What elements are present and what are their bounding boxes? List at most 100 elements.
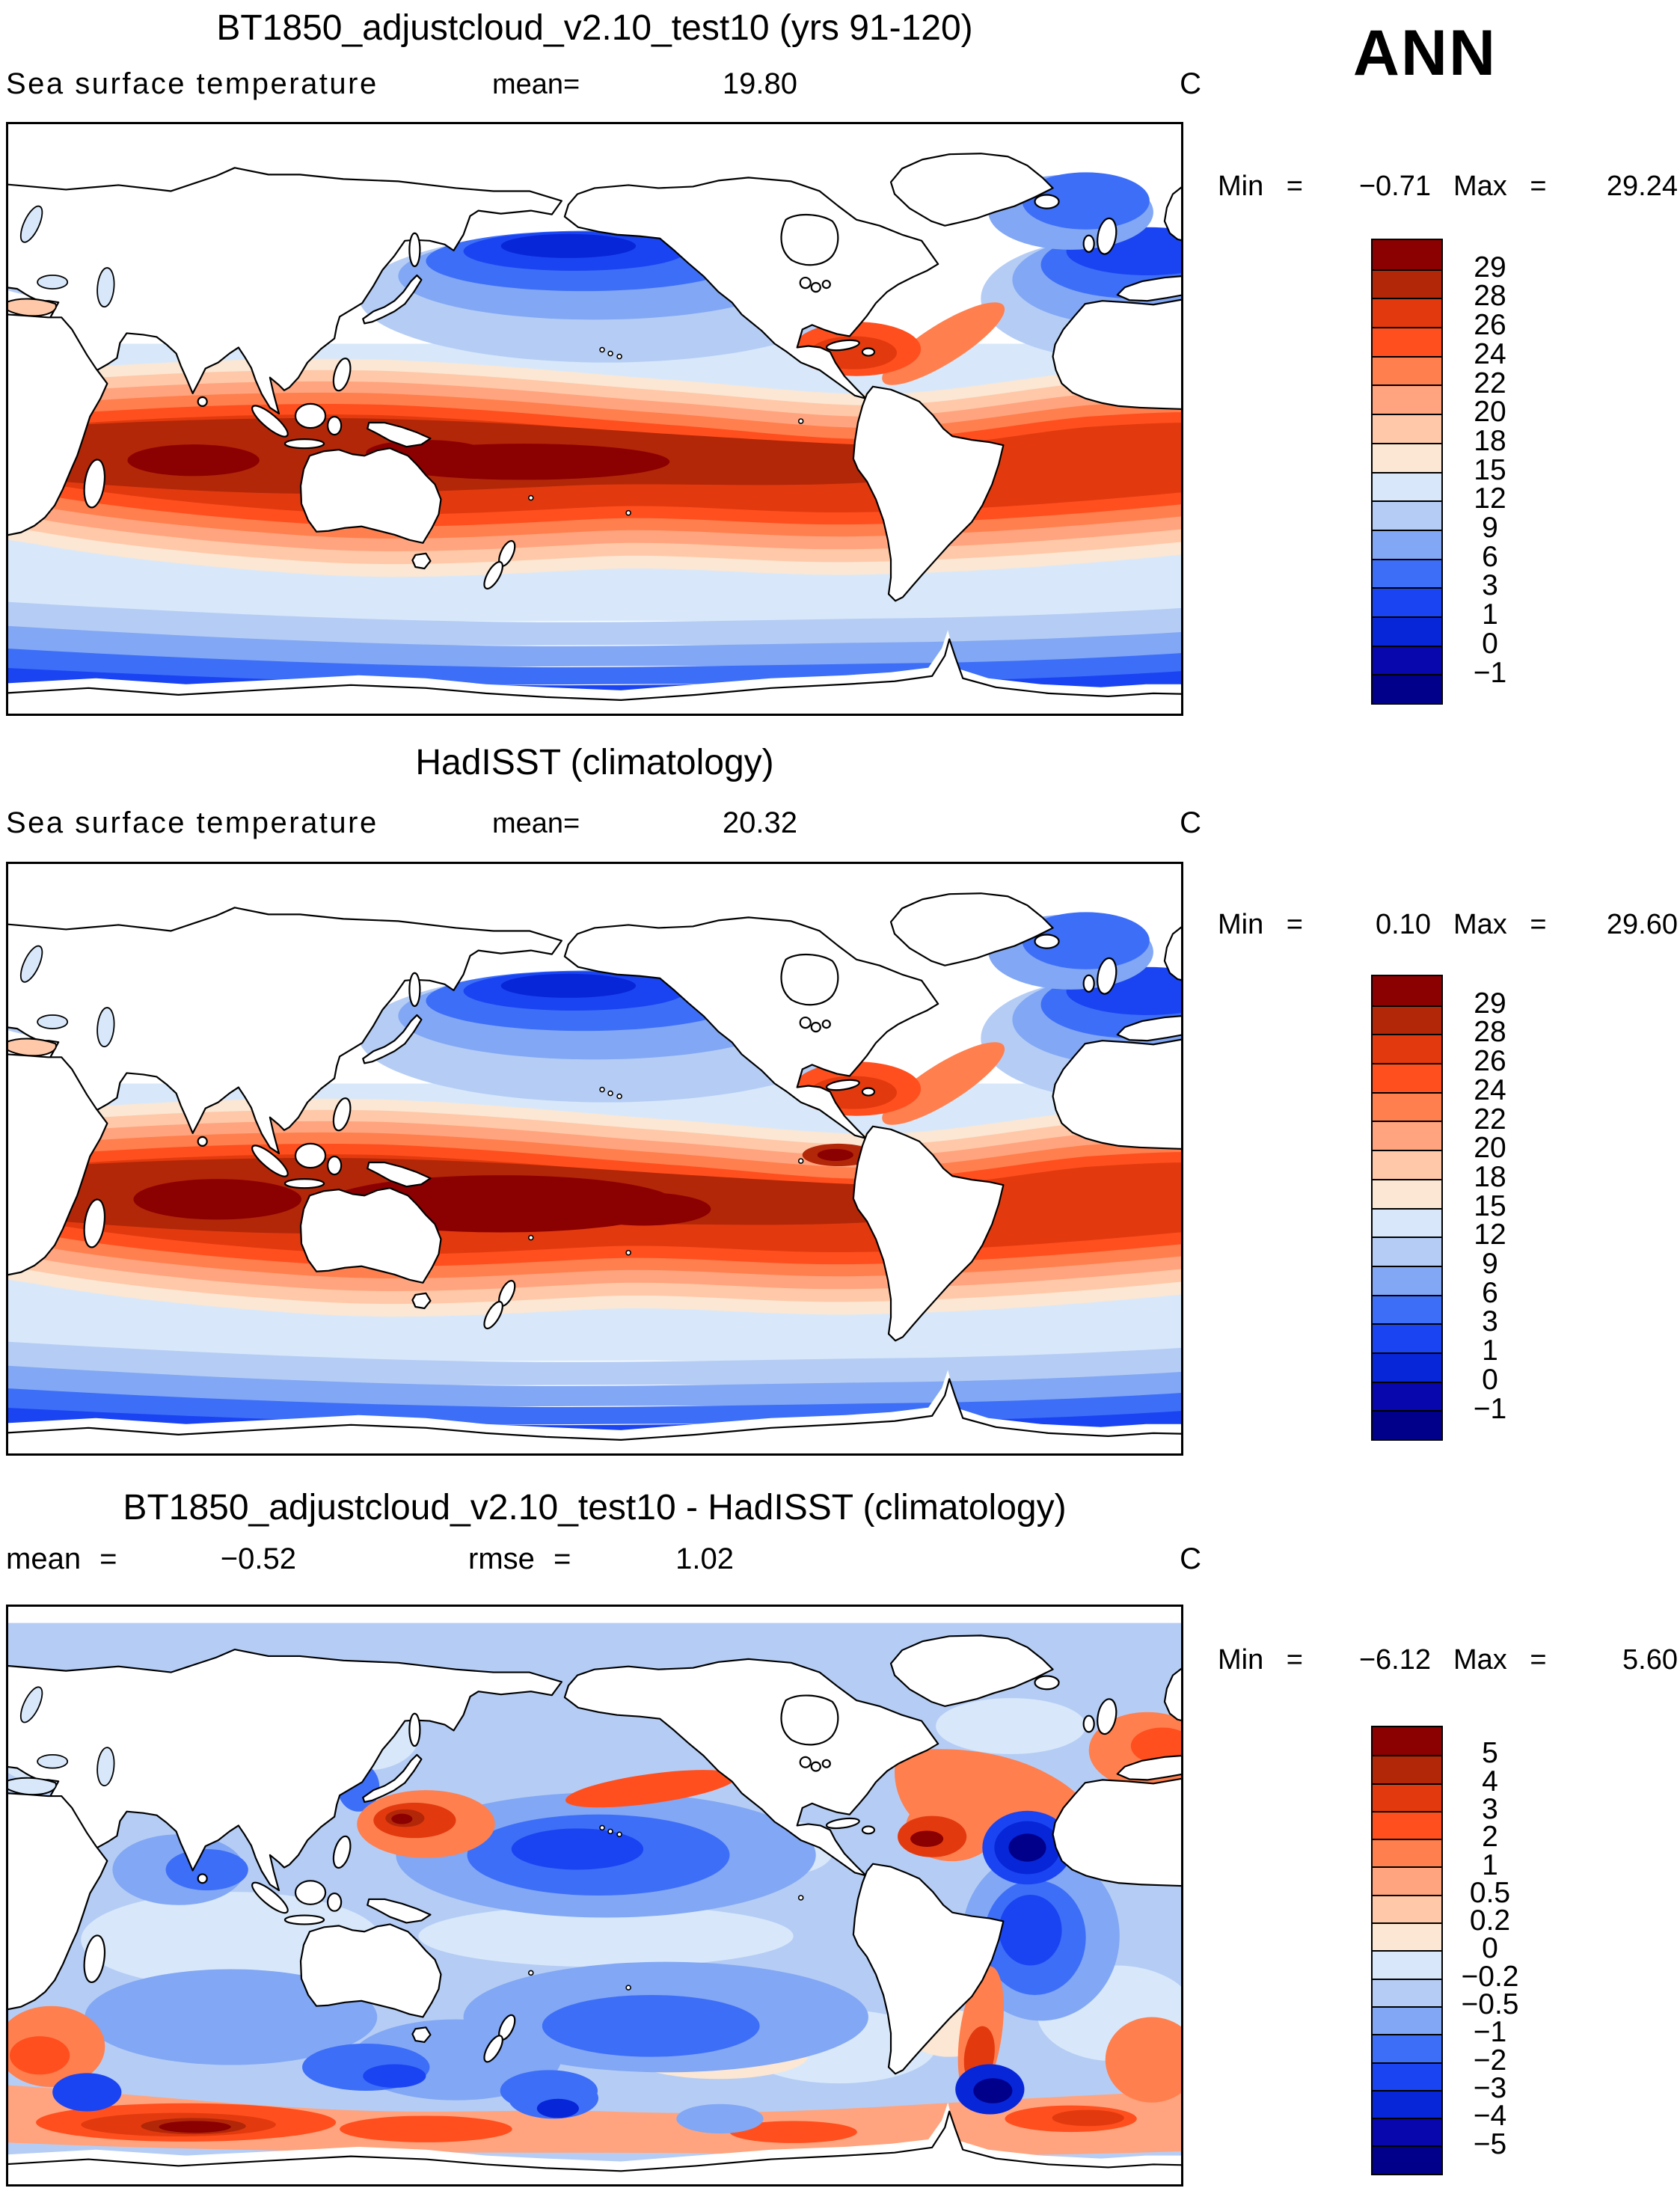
colorbar-cell [1373, 529, 1441, 559]
colorbar-cell [1373, 1265, 1441, 1295]
colorbar-tick-label: 12 [1474, 482, 1506, 515]
colorbar-cell [1373, 2034, 1441, 2062]
sst-model-map [6, 122, 1183, 716]
colorbar-tick-label: 18 [1474, 424, 1506, 457]
panel1-min-label: Min = [1218, 171, 1303, 202]
colorbar-tick-label: 3 [1482, 1305, 1498, 1338]
colorbar-cell [1373, 1005, 1441, 1035]
colorbar-cell [1373, 1978, 1441, 2006]
colorbar-cell [1373, 976, 1441, 1005]
colorbar-cell [1373, 1410, 1441, 1439]
panel2-colorbar-labels: 29 28 26 24 22 20 18 15 12 9 6 3 1 0 −1 [1434, 975, 1546, 1438]
panel3-colorbar [1371, 1726, 1443, 2175]
colorbar-cell [1373, 500, 1441, 530]
panel1-minmax: Min = −0.71 Max = 29.24 [1218, 171, 1680, 205]
colorbar-tick-label: 26 [1474, 1045, 1506, 1078]
hadisst-map [6, 862, 1183, 1456]
colorbar-cell [1373, 327, 1441, 356]
panel1-map [6, 122, 1183, 716]
panel3-mean-label: mean = [6, 1542, 117, 1575]
panel2-mean-label: mean= [492, 808, 580, 839]
colorbar-cell [1373, 645, 1441, 675]
panel1-colorbar [1371, 239, 1443, 705]
colorbar-tick-label: −1 [1473, 656, 1507, 689]
colorbar-cell [1373, 1783, 1441, 1811]
colorbar-cell [1373, 269, 1441, 298]
panel1-colorbar-labels: 29 28 26 24 22 20 18 15 12 9 6 3 1 0 −1 [1434, 239, 1546, 702]
colorbar-tick-label: 20 [1474, 1132, 1506, 1165]
colorbar-tick-label: −5 [1473, 2127, 1507, 2160]
colorbar-tick-label: 28 [1474, 1016, 1506, 1049]
panel2-mean-value: 20.32 [722, 806, 797, 839]
panel2-title: HadISST (climatology) [415, 743, 774, 782]
colorbar-cell [1373, 2118, 1441, 2146]
panel1-field-label: Sea surface temperature [6, 67, 378, 100]
colorbar-cell [1373, 2089, 1441, 2118]
panel2-field-label: Sea surface temperature [6, 806, 378, 839]
colorbar-cell [1373, 1294, 1441, 1324]
colorbar-cell [1373, 1150, 1441, 1179]
colorbar-cell [1373, 558, 1441, 588]
colorbar-cell [1373, 1755, 1441, 1783]
panel3-mean-value: −0.52 [220, 1542, 296, 1575]
colorbar-tick-label: −3 [1473, 2071, 1507, 2104]
colorbar-cell [1373, 1323, 1441, 1352]
panel3-unit-label: C [1180, 1542, 1201, 1575]
panel1-mean-value: 19.80 [722, 67, 797, 100]
colorbar-cell [1373, 1381, 1441, 1411]
colorbar-tick-label: 28 [1474, 280, 1506, 313]
colorbar-tick-label: 29 [1474, 987, 1506, 1020]
colorbar-tick-label: 0.5 [1469, 1876, 1511, 1909]
panel2-colorbar [1371, 975, 1443, 1441]
colorbar-cell [1373, 1950, 1441, 1979]
panel1-title: BT1850_adjustcloud_v2.10_test10 (yrs 91-… [216, 8, 973, 48]
panel3-colorbar-labels: 5 4 3 2 1 0.5 0.2 0 −0.2 −0.5 −1 −2 −3 −4 −5 [1434, 1726, 1546, 2172]
panel3-map [6, 1605, 1183, 2187]
colorbar-tick-label: 22 [1474, 367, 1506, 399]
colorbar-tick-label: −0.2 [1461, 1960, 1519, 1993]
panel2-unit-label: C [1180, 806, 1201, 839]
panel2-minmax: Min = 0.10 Max = 29.60 [1218, 909, 1680, 943]
panel1-max-label: Max = [1453, 171, 1547, 202]
colorbar-tick-label: 18 [1474, 1160, 1506, 1193]
colorbar-tick-label: −2 [1473, 2044, 1507, 2077]
colorbar-cell [1373, 1922, 1441, 1951]
colorbar-cell [1373, 1866, 1441, 1895]
colorbar-tick-label: 9 [1482, 1248, 1498, 1280]
panel1-unit-label: C [1180, 67, 1201, 100]
colorbar-cell [1373, 1063, 1441, 1092]
panel3-min-label: Min = [1218, 1644, 1303, 1676]
colorbar-tick-label: 24 [1474, 1073, 1506, 1106]
colorbar-tick-label: 2 [1482, 1821, 1498, 1854]
colorbar-cell [1373, 2005, 1441, 2035]
panel3-rmse-value: 1.02 [675, 1542, 734, 1575]
panel2-max-value: 29.60 [1606, 909, 1678, 940]
panel2-min-label: Min = [1218, 909, 1303, 940]
colorbar-cell [1373, 1727, 1441, 1756]
panel3-stats-row: mean = −0.52 rmse = 1.02 C [4, 1542, 1231, 1580]
colorbar-cell [1373, 1352, 1441, 1382]
colorbar-cell [1373, 1207, 1441, 1237]
colorbar-cell [1373, 298, 1441, 328]
panel2-min-value: 0.10 [1376, 909, 1431, 940]
colorbar-tick-label: 15 [1474, 1189, 1506, 1222]
panel3-min-value: −6.12 [1358, 1644, 1431, 1676]
colorbar-tick-label: 4 [1482, 1765, 1498, 1798]
colorbar-cell [1373, 1121, 1441, 1150]
colorbar-tick-label: 6 [1482, 1276, 1498, 1309]
colorbar-cell [1373, 355, 1441, 385]
colorbar-cell [1373, 1839, 1441, 1867]
colorbar-tick-label: 5 [1482, 1737, 1498, 1770]
colorbar-tick-label: 0 [1482, 1363, 1498, 1396]
colorbar-cell [1373, 1178, 1441, 1208]
colorbar-cell [1373, 587, 1441, 616]
colorbar-tick-label: 0 [1482, 627, 1498, 660]
colorbar-cell [1373, 1237, 1441, 1266]
colorbar-tick-label: −1 [1473, 2016, 1507, 2049]
colorbar-cell [1373, 414, 1441, 443]
colorbar-cell [1373, 442, 1441, 472]
colorbar-tick-label: 1 [1482, 598, 1498, 631]
colorbar-tick-label: −1 [1473, 1392, 1507, 1425]
panel2-map [6, 862, 1183, 1456]
